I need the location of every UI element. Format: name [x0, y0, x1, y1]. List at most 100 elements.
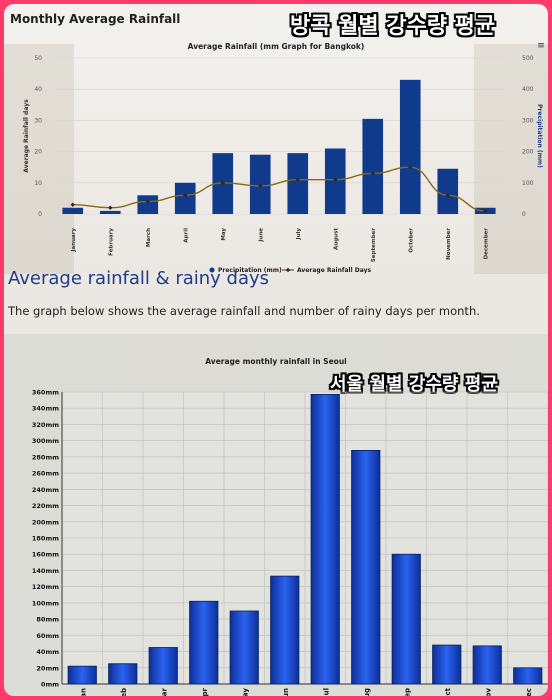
rainfall-days-line [72, 166, 486, 212]
y-right-tick-label: 100 [522, 180, 534, 187]
section-heading: Average rainfall & rainy days [8, 268, 270, 289]
y-tick-label: 0mm [41, 681, 59, 689]
y-tick-label: 260mm [32, 470, 59, 478]
rainfall-bar [108, 663, 138, 685]
y-tick-label: 320mm [32, 421, 59, 429]
rainfall-bar [67, 665, 97, 685]
page-title: Monthly Average Rainfall [10, 12, 181, 26]
rainfall-bar [351, 450, 381, 685]
y-right-axis-label: Precipitation (mm) [536, 104, 543, 168]
x-tick-label: May [241, 688, 249, 696]
x-tick-label: May [221, 228, 227, 241]
precipitation-bar [137, 195, 159, 214]
y-right-tick-label: 200 [522, 149, 534, 156]
x-tick-label: Jan [79, 688, 87, 696]
x-tick-label: Dec [525, 688, 533, 696]
x-tick-label: March [146, 228, 152, 247]
y-right-tick-label: 500 [522, 55, 534, 62]
section-description: The graph below shows the average rainfa… [8, 304, 480, 318]
rainfall-bar [270, 575, 300, 685]
y-tick-label: 20mm [36, 664, 59, 672]
background-temple-left [4, 44, 74, 274]
precipitation-bar [437, 168, 459, 214]
screenshot-frame: Monthly Average Rainfall 방콕 월별 강수량 평균 Av… [4, 4, 548, 696]
y-tick-label: 80mm [36, 616, 59, 624]
y-right-tick-label: 300 [522, 117, 534, 124]
x-tick-label: October [408, 228, 414, 253]
y-tick-label: 180mm [32, 535, 59, 543]
rainfall-bar [229, 610, 259, 685]
rainfall-days-point [70, 202, 75, 207]
x-tick-label: August [333, 228, 339, 250]
bangkok-rainfall-chart: Average Rainfall (mm Graph for Bangkok) ≡… [23, 41, 545, 274]
rainfall-bar [472, 645, 502, 685]
x-tick-label: Jun [282, 688, 290, 696]
x-tick-label: Oct [444, 687, 452, 696]
x-tick-label: Apr [201, 687, 209, 696]
y-right-tick-label: 0 [522, 211, 526, 218]
x-tick-label: Jul [322, 688, 330, 696]
overlay-title-seoul: 서울 월별 강수량 평균 [330, 374, 498, 395]
rainfall-days-point [295, 177, 300, 182]
x-tick-label: February [108, 228, 114, 256]
y-left-axis-label: Average Rainfall days [23, 99, 30, 173]
legend-precipitation-marker [209, 267, 215, 273]
precipitation-bar [362, 118, 384, 214]
rainfall-bar [310, 394, 340, 685]
legend-precipitation-label: Precipitation (mm) [218, 267, 282, 274]
precipitation-bar [174, 182, 196, 214]
y-tick-label: 100mm [32, 599, 59, 607]
x-tick-label: September [371, 228, 377, 262]
rainfall-days-point [370, 171, 375, 176]
x-tick-label: Nov [484, 688, 492, 696]
y-tick-label: 200mm [32, 518, 59, 526]
rainfall-days-point [108, 205, 113, 210]
x-tick-label: April [183, 228, 189, 243]
chart-menu-icon: ≡ [537, 41, 545, 51]
y-tick-label: 60mm [36, 632, 59, 640]
x-tick-label: January [71, 228, 77, 253]
x-tick-label: November [446, 228, 452, 260]
precipitation-bar [62, 207, 84, 214]
y-tick-label: 220mm [32, 502, 59, 510]
legend-days-marker [285, 267, 291, 273]
rainfall-bar [148, 647, 178, 685]
x-tick-label: Sep [403, 688, 411, 696]
y-tick-label: 340mm [32, 405, 59, 413]
y-left-tick-label: 40 [34, 86, 42, 93]
precipitation-bar [399, 79, 421, 214]
x-tick-label: June [258, 228, 264, 243]
rainfall-days-point [483, 208, 488, 214]
rainfall-days-point [145, 199, 150, 204]
background-temple-right [474, 44, 548, 274]
chart-title: Average Rainfall (mm Graph for Bangkok) [188, 42, 365, 51]
x-tick-label: Mar [160, 687, 168, 696]
y-left-tick-label: 30 [34, 117, 42, 124]
y-left-tick-label: 20 [34, 149, 42, 156]
y-tick-label: 40mm [36, 648, 59, 656]
legend-days-label: Average Rainfall Days [297, 267, 371, 274]
rainfall-days-point [258, 183, 263, 189]
y-tick-label: 160mm [32, 551, 59, 559]
precipitation-bar [287, 153, 309, 214]
rainfall-bar [513, 667, 543, 685]
y-tick-label: 140mm [32, 567, 59, 575]
y-left-tick-label: 10 [34, 180, 42, 187]
precipitation-bar [99, 210, 121, 214]
y-tick-label: 240mm [32, 486, 59, 494]
seoul-rainfall-chart: Average monthly rainfall in Seoul 0mm 20mm… [32, 357, 548, 696]
rainfall-bar [189, 600, 219, 685]
x-tick-label: Feb [120, 688, 128, 696]
x-tick-label: Aug [363, 688, 371, 696]
rainfall-bar [391, 553, 421, 685]
y-tick-label: 300mm [32, 437, 59, 445]
y-right-tick-label: 400 [522, 86, 534, 93]
x-tick-label: December [483, 228, 489, 260]
rainfall-days-point [408, 165, 413, 170]
x-tick-label: July [296, 228, 302, 241]
y-left-tick-label: 0 [38, 211, 42, 218]
y-left-tick-label: 50 [34, 55, 42, 62]
chart-title: Average monthly rainfall in Seoul [205, 357, 346, 366]
y-tick-label: 280mm [32, 453, 59, 461]
rainfall-bar [432, 644, 462, 685]
